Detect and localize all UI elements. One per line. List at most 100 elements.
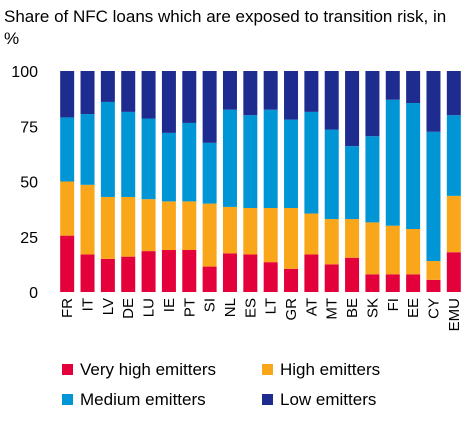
bar-segment-low-emitters-nl bbox=[222, 71, 237, 110]
y-tick-label: 25 bbox=[20, 230, 38, 247]
bar-segment-low-emitters-ie bbox=[161, 71, 176, 133]
bar-segment-low-emitters-cy bbox=[426, 71, 441, 132]
bar-segment-medium-emitters-lt bbox=[263, 109, 278, 209]
bar-segment-high-emitters-gr bbox=[284, 208, 299, 269]
bar-segment-medium-emitters-emu bbox=[446, 115, 461, 196]
x-tick-label: SK bbox=[364, 298, 381, 318]
x-tick-label: LT bbox=[263, 298, 280, 314]
bar-segment-high-emitters-at bbox=[304, 213, 319, 255]
legend-swatch bbox=[62, 364, 73, 375]
legend-label: Very high emitters bbox=[80, 360, 217, 379]
bar-segment-low-emitters-lu bbox=[141, 71, 156, 119]
x-tick-label: NL bbox=[222, 298, 239, 317]
bar-segment-very-high-emitters-de bbox=[121, 256, 136, 292]
legend-item: Medium emitters bbox=[62, 390, 206, 410]
x-tick-label: LU bbox=[141, 298, 158, 317]
y-tick-label: 0 bbox=[29, 285, 38, 302]
bar-segment-high-emitters-sk bbox=[365, 222, 380, 275]
bar-segment-high-emitters-be bbox=[345, 219, 360, 258]
bar-segment-medium-emitters-sk bbox=[365, 136, 380, 223]
x-tick-label: CY bbox=[425, 298, 442, 319]
bar-segment-high-emitters-ee bbox=[406, 229, 421, 275]
bar-segment-medium-emitters-fr bbox=[60, 117, 75, 182]
bar-segment-very-high-emitters-fi bbox=[385, 274, 400, 292]
chart-title: Share of NFC loans which are exposed to … bbox=[4, 7, 447, 48]
x-tick-label: AT bbox=[303, 298, 320, 316]
bar-segment-high-emitters-fr bbox=[60, 181, 75, 236]
bar-segment-high-emitters-de bbox=[121, 196, 136, 257]
bar-segment-high-emitters-nl bbox=[222, 206, 237, 254]
bar-segment-very-high-emitters-si bbox=[202, 266, 217, 292]
bar-segment-medium-emitters-lu bbox=[141, 118, 156, 200]
bar-segment-very-high-emitters-it bbox=[80, 254, 95, 292]
bar-segment-medium-emitters-fi bbox=[385, 99, 400, 226]
bar-segment-high-emitters-lt bbox=[263, 208, 278, 263]
y-axis-ticks: 0 25 50 75 100 bbox=[11, 64, 38, 302]
y-tick-label: 50 bbox=[20, 175, 38, 192]
bar-segment-low-emitters-sk bbox=[365, 71, 380, 137]
x-tick-label: FR bbox=[59, 298, 76, 318]
bar-segment-high-emitters-emu bbox=[446, 195, 461, 253]
bar-segment-medium-emitters-gr bbox=[284, 119, 299, 209]
x-tick-label: EE bbox=[405, 298, 422, 318]
x-tick-label: DE bbox=[120, 298, 137, 319]
legend-item: High emitters bbox=[262, 360, 380, 380]
x-axis-ticks: FR IT LV DE LU IE PT SI NL ES LT GR AT MT BE SK FI EE CY EM… bbox=[59, 298, 463, 332]
bar-segment-high-emitters-lv bbox=[100, 196, 115, 259]
bar-segment-medium-emitters-lv bbox=[100, 101, 115, 197]
bar-segment-medium-emitters-es bbox=[243, 115, 258, 209]
bar-segment-very-high-emitters-fr bbox=[60, 235, 75, 292]
x-tick-label: BE bbox=[344, 298, 361, 318]
bar-segment-low-emitters-ee bbox=[406, 71, 421, 104]
x-tick-label: IT bbox=[80, 298, 97, 311]
bar-segment-medium-emitters-de bbox=[121, 111, 136, 197]
x-tick-label: EMU bbox=[446, 298, 463, 331]
bar-segment-medium-emitters-si bbox=[202, 142, 217, 204]
bar-segment-very-high-emitters-ie bbox=[161, 250, 176, 292]
bar-segment-low-emitters-at bbox=[304, 71, 319, 112]
y-tick-label: 75 bbox=[20, 119, 38, 136]
bar-segment-low-emitters-pt bbox=[182, 71, 197, 123]
x-tick-label: IE bbox=[161, 298, 178, 312]
bar-segment-very-high-emitters-lv bbox=[100, 258, 115, 292]
bar-segment-very-high-emitters-lu bbox=[141, 251, 156, 292]
bar-segment-low-emitters-lv bbox=[100, 71, 115, 102]
bar-stacks bbox=[60, 71, 461, 292]
bar-segment-low-emitters-si bbox=[202, 71, 217, 143]
bar-segment-high-emitters-si bbox=[202, 203, 217, 267]
bar-segment-high-emitters-pt bbox=[182, 201, 197, 251]
x-tick-label: FI bbox=[385, 298, 402, 311]
x-tick-label: SI bbox=[202, 298, 219, 312]
bar-segment-medium-emitters-be bbox=[345, 146, 360, 220]
legend-label: High emitters bbox=[280, 360, 381, 379]
x-tick-label: LV bbox=[100, 298, 117, 315]
bar-segment-low-emitters-gr bbox=[284, 71, 299, 120]
bar-segment-high-emitters-ie bbox=[161, 201, 176, 251]
bar-segment-low-emitters-emu bbox=[446, 71, 461, 116]
bar-segment-medium-emitters-it bbox=[80, 114, 95, 185]
bar-segment-very-high-emitters-be bbox=[345, 257, 360, 292]
bar-segment-very-high-emitters-lt bbox=[263, 262, 278, 292]
bar-segment-low-emitters-be bbox=[345, 71, 360, 147]
x-tick-label: GR bbox=[283, 298, 300, 321]
bar-segment-low-emitters-fi bbox=[385, 71, 400, 100]
bar-segment-low-emitters-mt bbox=[324, 71, 339, 130]
bar-segment-very-high-emitters-es bbox=[243, 254, 258, 292]
bar-segment-medium-emitters-cy bbox=[426, 131, 441, 262]
legend-swatch bbox=[262, 394, 273, 405]
bar-segment-high-emitters-es bbox=[243, 208, 258, 255]
x-tick-label: PT bbox=[181, 298, 198, 317]
bar-segment-high-emitters-cy bbox=[426, 261, 441, 280]
legend-label: Medium emitters bbox=[80, 390, 206, 409]
bar-segment-low-emitters-it bbox=[80, 71, 95, 115]
legend-swatch bbox=[62, 394, 73, 405]
bar-segment-very-high-emitters-gr bbox=[284, 268, 299, 292]
bar-segment-low-emitters-es bbox=[243, 71, 258, 116]
bar-segment-medium-emitters-at bbox=[304, 111, 319, 214]
bar-segment-low-emitters-fr bbox=[60, 71, 75, 118]
bar-segment-low-emitters-de bbox=[121, 71, 136, 112]
bar-segment-medium-emitters-ie bbox=[161, 132, 176, 202]
bar-segment-low-emitters-lt bbox=[263, 71, 278, 110]
legend-item: Low emitters bbox=[262, 390, 376, 410]
bar-segment-medium-emitters-ee bbox=[406, 103, 421, 230]
